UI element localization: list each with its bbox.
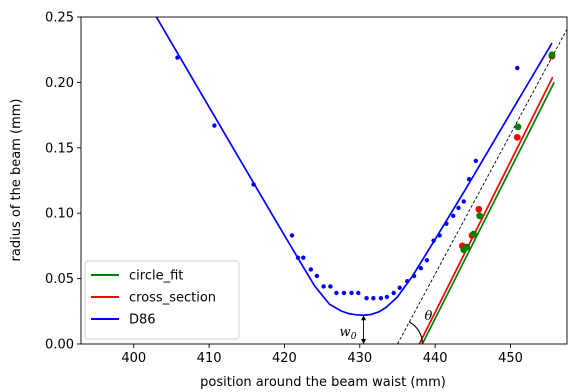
x-tick-label-1: 410	[197, 351, 222, 366]
y-tick-label-0: 0.00	[45, 338, 74, 353]
x-axis-label: position around the beam waist (mm)	[200, 375, 446, 390]
circle-fit-point-5	[548, 51, 556, 59]
cross-section-point-2	[475, 205, 483, 213]
d86-point-19	[397, 285, 402, 290]
d86-point-30	[466, 176, 472, 182]
x-tick-label-2: 420	[272, 351, 297, 366]
y-axis-label: radius of the beam (mm)	[9, 99, 24, 262]
d86-point-5	[301, 255, 306, 260]
x-tick-label-3: 430	[347, 351, 372, 366]
y-tick-label-1: 0.05	[45, 272, 74, 287]
circle-fit-point-4	[514, 123, 522, 131]
d86-point-21	[411, 273, 417, 279]
d86-point-9	[328, 284, 333, 289]
d86-point-29	[461, 199, 466, 204]
x-tick-label-5: 450	[498, 351, 523, 366]
d86-point-2	[251, 182, 256, 187]
d86-point-8	[321, 284, 326, 289]
theta-label: θ	[424, 309, 432, 324]
d86-point-11	[341, 290, 347, 296]
d86-point-3	[289, 233, 295, 238]
d86-point-16	[378, 296, 384, 301]
w0-label-main: w	[340, 325, 351, 340]
d86-point-27	[451, 213, 456, 219]
legend-box	[84, 260, 240, 340]
d86-point-7	[314, 273, 320, 279]
legend: circle_fit cross_section D86	[84, 260, 240, 340]
d86-point-4	[295, 255, 301, 260]
w0-arrow-head-top	[361, 315, 367, 321]
d86-point-0	[175, 55, 180, 60]
d86-point-12	[349, 290, 354, 296]
legend-label-d86: D86	[129, 313, 156, 328]
w0-arrow-head-bottom	[361, 339, 367, 344]
d86-point-6	[308, 267, 314, 272]
d86-point-20	[405, 279, 410, 284]
d86-point-17	[384, 294, 390, 300]
y-tick-label-4: 0.20	[45, 76, 74, 91]
d86-point-14	[364, 296, 369, 301]
circle-fit-fit-line	[421, 82, 555, 344]
d86-point-13	[356, 290, 361, 296]
w0-label-subscript: 0	[351, 332, 357, 342]
d86-point-18	[391, 290, 396, 296]
cross-section-fit-line	[418, 76, 554, 344]
annotation-layer: w0 θ	[340, 309, 432, 345]
d86-point-23	[424, 258, 430, 263]
w0-label: w0	[340, 325, 357, 342]
d86-point-1	[212, 123, 217, 128]
x-tick-label-0: 400	[121, 351, 146, 366]
y-tick-label-2: 0.10	[45, 207, 74, 222]
d86-point-31	[473, 158, 479, 164]
d86-point-24	[431, 238, 436, 243]
axes: 400 410 420 430 440 450 0.00 0.05 0.10 0.15 0.20 0.…	[45, 11, 568, 366]
x-tick-label-4: 440	[423, 351, 448, 366]
circle-fit-point-2	[470, 230, 477, 238]
d86-point-26	[444, 221, 449, 226]
cross-section-point-3	[513, 133, 521, 141]
d86-point-28	[456, 205, 461, 211]
theta-arc	[409, 321, 424, 345]
asymptote-line	[397, 28, 567, 344]
d86-point-10	[334, 290, 339, 296]
plot-frame	[80, 16, 568, 345]
circle-fit-point-3	[476, 212, 483, 220]
d86-point-22	[418, 265, 424, 271]
circle-fit-point-1	[463, 243, 471, 251]
y-tick-label-3: 0.15	[45, 141, 74, 156]
plot-area	[155, 17, 567, 344]
y-tick-label-5: 0.25	[45, 11, 74, 26]
legend-label-cross-section: cross_section	[129, 291, 216, 306]
legend-label-circle-fit: circle_fit	[129, 269, 183, 284]
d86-point-32	[515, 65, 520, 71]
d86-point-15	[371, 296, 376, 301]
d86-point-25	[437, 233, 442, 238]
